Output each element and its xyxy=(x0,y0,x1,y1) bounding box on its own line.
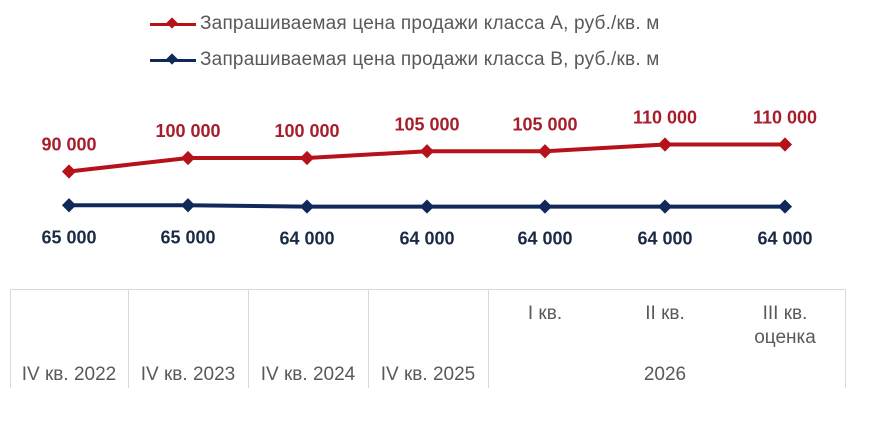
data-label-class-b: 64 000 xyxy=(757,229,812,249)
data-point-class-a xyxy=(180,150,196,166)
data-label-class-a: 110 000 xyxy=(753,108,817,128)
x-axis-group-label: 2026 xyxy=(643,364,687,385)
x-axis-label: III кв. оценка xyxy=(754,303,816,348)
table-column-divider xyxy=(10,289,11,388)
data-point-class-b xyxy=(299,199,315,214)
table-column-divider xyxy=(845,289,846,388)
data-label-class-a: 90 000 xyxy=(41,135,96,155)
data-point-class-a xyxy=(777,137,793,152)
x-axis-label: I кв. xyxy=(527,303,563,324)
data-label-class-a: 105 000 xyxy=(394,114,459,134)
legend-swatch-class-b xyxy=(150,52,196,65)
data-label-class-a: 100 000 xyxy=(274,121,339,141)
table-column-divider xyxy=(368,289,369,388)
data-point-class-a xyxy=(657,137,673,152)
x-axis-label: II кв. xyxy=(645,303,685,324)
data-label-class-b: 64 000 xyxy=(399,229,454,249)
table-column-divider xyxy=(128,289,129,388)
data-label-class-b: 64 000 xyxy=(279,229,334,249)
data-point-class-b xyxy=(180,198,196,213)
x-axis-label: IV кв. 2025 xyxy=(380,364,476,385)
data-label-class-b: 64 000 xyxy=(637,229,692,249)
data-point-class-b xyxy=(537,199,553,214)
x-axis-label: IV кв. 2024 xyxy=(260,364,356,385)
table-top-border xyxy=(10,289,845,290)
data-point-class-a xyxy=(299,150,315,166)
data-point-class-b xyxy=(657,199,673,214)
x-axis-label: IV кв. 2022 xyxy=(21,364,117,385)
data-point-class-a xyxy=(61,164,77,179)
data-label-class-a: 105 000 xyxy=(512,114,577,134)
legend-label-class-b: Запрашиваемая цена продажи класса В, руб… xyxy=(200,49,660,70)
legend-swatch-class-a xyxy=(150,16,196,29)
data-point-class-b xyxy=(777,199,793,214)
data-label-class-a: 100 000 xyxy=(155,121,220,141)
data-label-class-b: 64 000 xyxy=(517,229,572,249)
data-label-class-b: 65 000 xyxy=(160,227,215,247)
data-point-class-b xyxy=(61,198,77,213)
legend-item-class-a: Запрашиваемая цена продажи класса А, руб… xyxy=(150,6,660,42)
x-axis-label: IV кв. 2023 xyxy=(140,364,236,385)
data-label-class-b: 65 000 xyxy=(41,227,96,247)
data-point-class-b xyxy=(419,199,435,214)
data-label-class-a: 110 000 xyxy=(633,108,697,128)
data-point-class-a xyxy=(419,144,435,159)
legend-item-class-b: Запрашиваемая цена продажи класса В, руб… xyxy=(150,42,660,78)
table-column-divider xyxy=(488,289,489,388)
chart-legend: Запрашиваемая цена продажи класса А, руб… xyxy=(150,6,660,78)
table-column-divider xyxy=(248,289,249,388)
legend-label-class-a: Запрашиваемая цена продажи класса А, руб… xyxy=(200,13,660,34)
data-point-class-a xyxy=(537,144,553,159)
